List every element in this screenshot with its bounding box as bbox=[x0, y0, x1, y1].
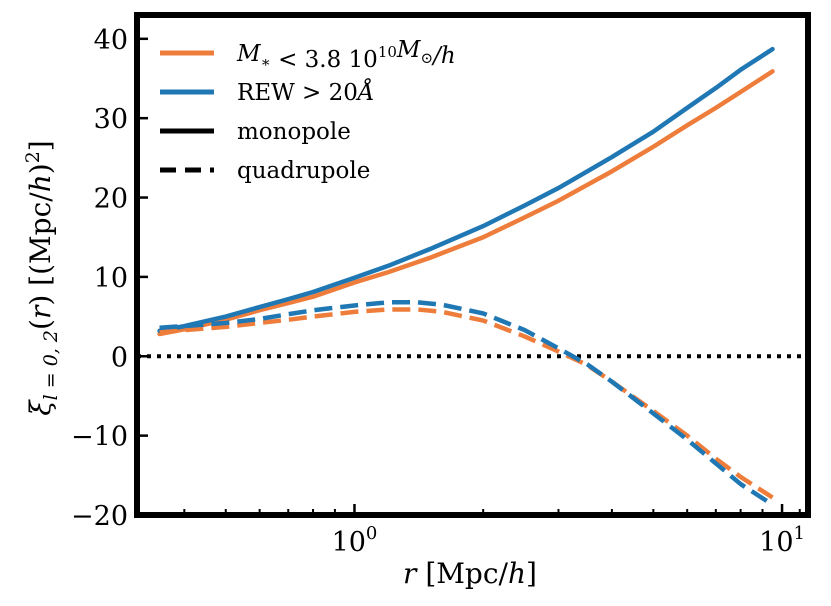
legend-label-part: / bbox=[431, 43, 443, 69]
y-axis-close: ] bbox=[24, 140, 57, 151]
y-tick-label: −10 bbox=[71, 422, 128, 453]
legend-label-part: 10 bbox=[378, 43, 397, 61]
legend-label-part: REW > 20 bbox=[237, 80, 358, 106]
y-tick-label: 20 bbox=[94, 184, 128, 215]
y-axis-unit: ) [(Mpc/ bbox=[24, 192, 57, 306]
x-axis-label: r [Mpc/h] bbox=[403, 557, 537, 590]
y-axis-unit-close: ) bbox=[24, 163, 57, 174]
legend-label-part: monopole bbox=[237, 119, 351, 145]
x-tick-label-exponent: 1 bbox=[794, 523, 805, 544]
legend-label-part: h bbox=[441, 43, 456, 69]
legend-label-part: quadrupole bbox=[237, 158, 370, 184]
x-tick-label: 101 bbox=[759, 523, 805, 558]
y-axis-r: r bbox=[24, 304, 57, 319]
legend-label-4: quadrupole bbox=[237, 158, 370, 184]
legend-label-part: M bbox=[396, 37, 422, 63]
x-tick-label-base: 10 bbox=[332, 527, 366, 558]
y-axis-superscript: 2 bbox=[22, 151, 44, 163]
series-line-rew-monopole bbox=[157, 46, 775, 334]
legend-label-part: ∗ bbox=[261, 53, 271, 71]
y-axis-label: ξl = 0, 2(r) [(Mpc/h)2] bbox=[22, 140, 62, 416]
legend-label-3: monopole bbox=[237, 119, 351, 145]
y-axis-xi: ξ bbox=[24, 399, 57, 416]
y-axis-paren-open: ( bbox=[24, 319, 57, 330]
x-axis-unit: [Mpc/ bbox=[416, 557, 508, 590]
series-line-rew-quadrupole bbox=[159, 300, 774, 507]
y-tick-label: 30 bbox=[94, 104, 128, 135]
legend-label-part: ⊙ bbox=[420, 49, 433, 67]
plot-frame bbox=[134, 12, 811, 518]
legend-label-2: REW > 20Å bbox=[237, 78, 375, 106]
y-tick-label: 40 bbox=[94, 25, 128, 56]
x-tick-label-exponent: 0 bbox=[366, 523, 377, 544]
legend-label-part: Å bbox=[355, 78, 375, 106]
series-line-stellar_mass-monopole bbox=[157, 69, 775, 337]
x-axis-unit-h: h bbox=[508, 557, 526, 590]
series-line-stellar_mass-quadrupole bbox=[159, 307, 774, 500]
x-axis-unit-close: ] bbox=[526, 557, 537, 590]
y-tick-label: 0 bbox=[111, 342, 128, 373]
legend-label-1: M∗ < 3.8 1010M⊙/h bbox=[236, 37, 456, 73]
legend-label-part: M bbox=[236, 41, 262, 67]
x-axis-variable: r bbox=[403, 557, 418, 590]
y-axis-subscript: l = 0, 2 bbox=[40, 330, 62, 400]
legend-label-part: < 3.8 10 bbox=[271, 47, 378, 73]
series-layer bbox=[157, 46, 775, 507]
y-tick-label: −20 bbox=[71, 501, 128, 532]
x-tick-label-base: 10 bbox=[759, 527, 793, 558]
y-tick-label: 10 bbox=[94, 263, 128, 294]
x-tick-label: 100 bbox=[332, 523, 378, 558]
y-axis-unit-h: h bbox=[24, 174, 57, 192]
